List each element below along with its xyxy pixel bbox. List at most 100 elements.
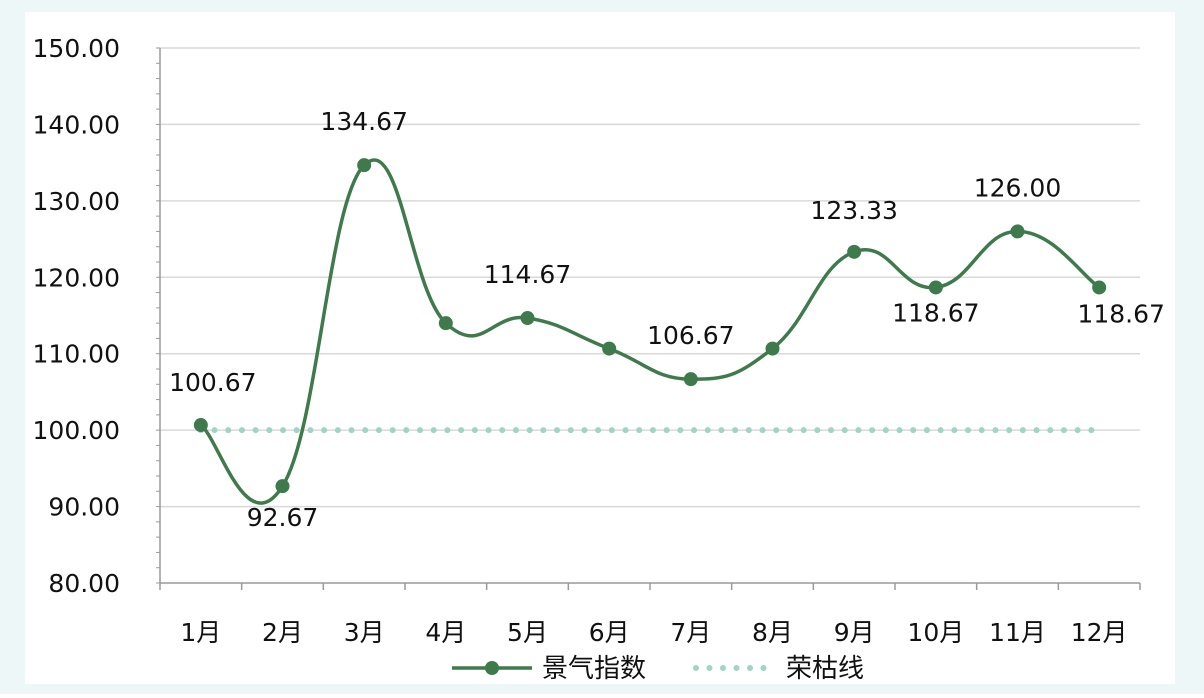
reference-dot xyxy=(485,427,492,434)
y-tick-label: 100.00 xyxy=(33,416,120,445)
y-tick-label: 110.00 xyxy=(33,340,120,369)
reference-dot xyxy=(252,427,259,434)
reference-dot xyxy=(444,427,451,434)
reference-dot xyxy=(581,427,588,434)
reference-dot xyxy=(1088,427,1095,434)
legend-dot-ref xyxy=(760,665,767,671)
x-tick-label: 6月 xyxy=(589,618,630,647)
data-labels: 100.67 92.67 134.67 114.67 106.67 123.33 118.6… xyxy=(169,107,1165,532)
reference-dot xyxy=(718,427,725,434)
reference-dot xyxy=(471,427,478,434)
reference-dot xyxy=(937,427,944,434)
reference-dot xyxy=(759,427,766,434)
data-label: 114.67 xyxy=(484,260,571,289)
reference-dot xyxy=(595,427,602,434)
y-tick-label: 80.00 xyxy=(48,569,120,598)
reference-dot xyxy=(540,427,547,434)
reference-dot xyxy=(512,427,519,434)
reference-dot xyxy=(458,427,465,434)
reference-dot xyxy=(800,427,807,434)
reference-dot xyxy=(389,427,396,434)
reference-dot xyxy=(828,427,835,434)
x-tick-label: 12月 xyxy=(1071,618,1128,647)
x-tick-label: 2月 xyxy=(262,618,303,647)
reference-dot xyxy=(636,427,643,434)
reference-dot xyxy=(1006,427,1013,434)
reference-dot xyxy=(841,427,848,434)
data-label: 126.00 xyxy=(974,173,1061,202)
series-marker xyxy=(1010,224,1025,239)
reference-dot xyxy=(704,427,711,434)
reference-dot xyxy=(896,427,903,434)
series-marker xyxy=(683,372,698,387)
reference-dot xyxy=(965,427,972,434)
reference-dot xyxy=(293,427,300,434)
x-tick-label: 10月 xyxy=(907,618,964,647)
y-tick-label: 150.00 xyxy=(33,34,120,63)
y-tick-label: 120.00 xyxy=(33,263,120,292)
reference-dot xyxy=(608,427,615,434)
series-marker xyxy=(520,311,535,326)
legend-dot-ref xyxy=(720,665,726,671)
series-marker xyxy=(928,280,943,295)
reference-dot xyxy=(622,427,629,434)
reference-dot xyxy=(334,427,341,434)
reference-dot xyxy=(855,427,862,434)
reference-dot xyxy=(225,427,232,434)
reference-dot xyxy=(677,427,684,434)
reference-dot xyxy=(649,427,656,434)
reference-dot xyxy=(1019,427,1026,434)
reference-dot xyxy=(499,427,506,434)
reference-dot xyxy=(910,427,917,434)
reference-dot xyxy=(266,427,273,434)
reference-dot xyxy=(732,427,739,434)
x-tick-label: 9月 xyxy=(834,618,875,647)
main-series xyxy=(193,158,1107,505)
series-marker xyxy=(357,158,372,173)
data-label: 118.67 xyxy=(892,298,979,327)
reference-dot xyxy=(403,427,410,434)
reference-dot xyxy=(417,427,424,434)
reference-dot xyxy=(691,427,698,434)
legend-label-ref: 荣枯线 xyxy=(786,654,864,684)
series-marker xyxy=(602,341,617,356)
reference-series xyxy=(197,427,1095,434)
x-tick-label: 8月 xyxy=(752,618,793,647)
reference-dot xyxy=(773,427,780,434)
reference-dot xyxy=(430,427,437,434)
reference-dot xyxy=(526,427,533,434)
reference-dot xyxy=(951,427,958,434)
data-label: 118.67 xyxy=(1077,299,1164,328)
gridlines xyxy=(160,47,1140,508)
x-tick-label: 11月 xyxy=(989,618,1046,647)
reference-dot xyxy=(814,427,821,434)
legend: 景气指数 荣枯线 xyxy=(452,654,864,684)
data-label: 123.33 xyxy=(810,196,897,225)
reference-dot xyxy=(869,427,876,434)
legend-dot-ref xyxy=(706,665,713,671)
reference-dot xyxy=(745,427,752,434)
reference-dot xyxy=(663,427,670,434)
axes: 80.00 90.00 100.00 110.00 120.00 130.00 140.00… xyxy=(33,34,1141,647)
x-tick-label: 4月 xyxy=(425,618,466,647)
x-tick-label: 1月 xyxy=(180,618,221,647)
legend-label-main: 景气指数 xyxy=(542,654,646,684)
series-marker xyxy=(1092,280,1107,295)
y-tick-label: 130.00 xyxy=(33,187,120,216)
reference-dot xyxy=(1047,427,1054,434)
reference-dot xyxy=(211,427,218,434)
reference-dot xyxy=(923,427,930,434)
reference-dot xyxy=(554,427,561,434)
reference-dot xyxy=(1060,427,1067,434)
series-marker xyxy=(847,244,862,259)
data-label: 92.67 xyxy=(247,503,319,532)
reference-dot xyxy=(1074,427,1081,434)
series-marker xyxy=(765,341,780,356)
reference-dot xyxy=(978,427,985,434)
reference-dot xyxy=(321,427,328,434)
legend-dot-ref xyxy=(733,665,740,671)
x-tick-label: 7月 xyxy=(670,618,711,647)
reference-dot xyxy=(1033,427,1040,434)
